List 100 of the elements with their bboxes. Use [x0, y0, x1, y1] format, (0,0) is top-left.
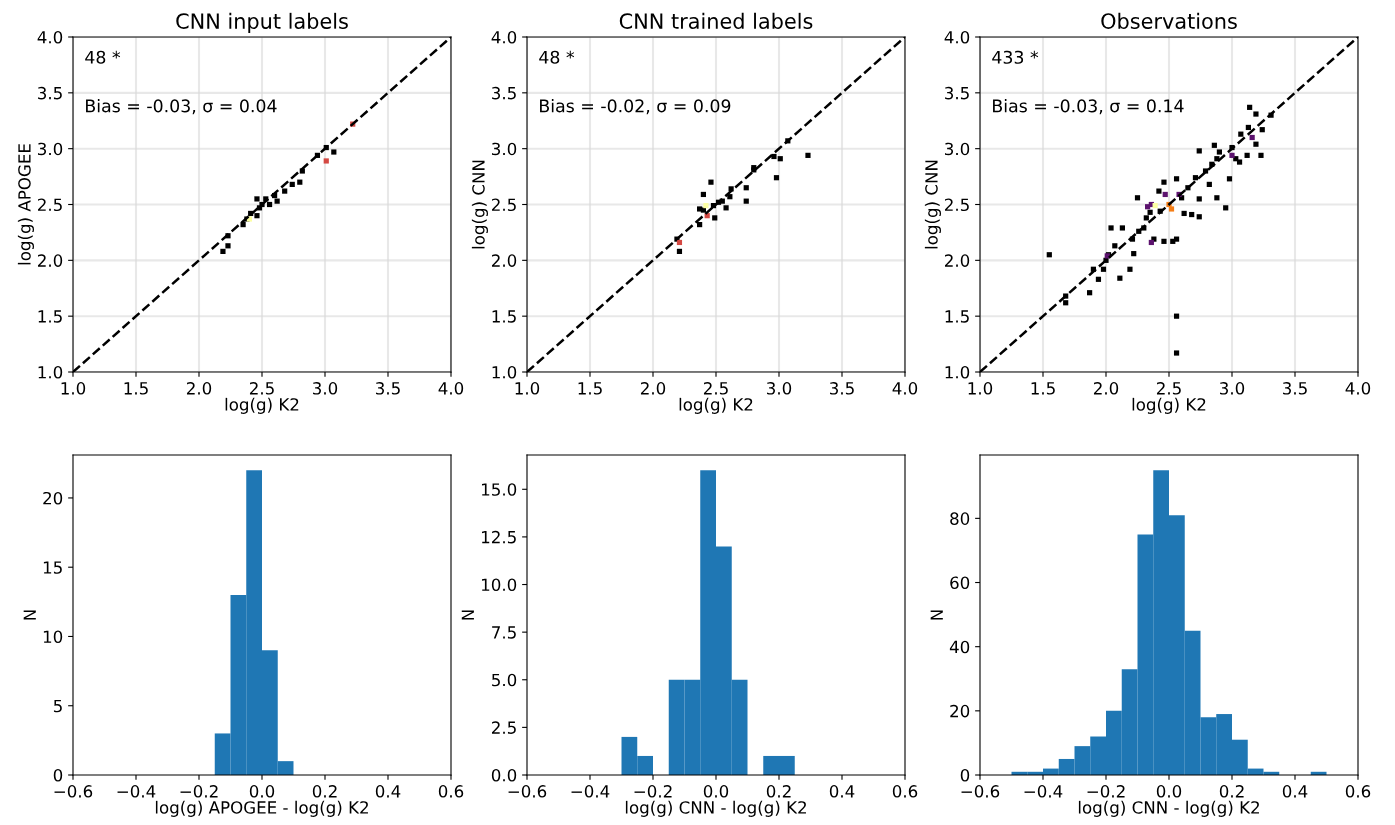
x-tick-label: 4.0: [1345, 382, 1371, 395]
x-tick-label: 2.5: [703, 382, 728, 395]
point: [299, 168, 305, 174]
x-tick-label: −0.2: [1087, 785, 1125, 798]
point: [805, 152, 811, 158]
x-tick-label: 0.6: [892, 785, 918, 798]
annotation: 433 *: [992, 50, 1039, 64]
y-tick-label: 60: [950, 576, 970, 590]
x-tick-label: 0.4: [829, 785, 855, 798]
y-axis-title: N: [930, 610, 943, 620]
x-tick-label: 1.5: [578, 382, 602, 395]
x-tick-label: 2.5: [249, 382, 274, 395]
x-tick-label: 0.0: [703, 785, 729, 798]
point: [743, 185, 749, 191]
y-tick-label: 40: [949, 640, 970, 654]
x-tick-label: 3.0: [313, 382, 338, 395]
chart-title: CNN input labels: [176, 12, 348, 33]
x-tick-label: 2.5: [1156, 382, 1181, 395]
point: [777, 156, 783, 162]
x-axis-title: log(g) APOGEE - log(g) K2: [155, 800, 368, 817]
x-tick-label: 4.0: [438, 382, 464, 395]
annotation: 48 *: [85, 50, 121, 64]
y-tick-label: 2.0: [944, 254, 970, 267]
x-tick-label: −0.4: [117, 785, 156, 798]
y-tick-label: 0: [960, 768, 970, 782]
x-axis-title: log(g) K2: [1132, 397, 1206, 414]
y-tick-label: 10: [43, 630, 63, 644]
point: [723, 205, 729, 211]
x-tick-label: 1.5: [124, 382, 148, 395]
x-tick-label: 2.0: [1093, 382, 1119, 395]
x-tick-label: 0.0: [1156, 785, 1182, 798]
point: [700, 191, 706, 198]
y-tick-label: 2.0: [37, 254, 63, 267]
y-tick-label: 20: [43, 491, 63, 505]
x-axis-title: log(g) CNN - log(g) K2: [625, 800, 806, 817]
y-tick-label: 12.5: [482, 530, 516, 544]
y-tick-label: 1.0: [492, 365, 517, 379]
point: [700, 207, 706, 213]
point: [703, 203, 709, 209]
y-tick-label: 15: [43, 561, 62, 574]
y-tick-label: 5.0: [492, 673, 517, 687]
x-tick-label: 0.2: [312, 785, 337, 798]
x-tick-label: 1.0: [61, 382, 86, 395]
y-tick-label: 3.0: [945, 142, 970, 156]
point: [266, 201, 273, 208]
y-tick-label: 20: [950, 704, 970, 718]
y-tick-label: 1.5: [945, 310, 969, 323]
x-axis-title: log(g) K2: [679, 397, 753, 414]
y-tick-label: 1.5: [38, 310, 62, 323]
point: [771, 153, 777, 160]
y-tick-label: 80: [950, 512, 970, 525]
x-tick-label: 3.5: [376, 382, 400, 395]
y-tick-label: 5: [53, 699, 62, 713]
x-tick-label: 3.0: [1220, 382, 1245, 395]
x-tick-label: −0.6: [54, 785, 93, 798]
x-tick-label: −0.6: [508, 785, 547, 798]
point: [297, 179, 303, 185]
x-tick-label: 3.5: [830, 382, 854, 395]
point: [225, 243, 231, 249]
annotation: Bias = -0.03, σ = 0.14: [993, 98, 1184, 115]
y-tick-label: 3.0: [492, 142, 517, 156]
x-tick-label: −0.2: [180, 785, 218, 798]
x-tick-label: 0.6: [438, 785, 464, 798]
x-tick-label: 1.0: [515, 382, 540, 395]
x-tick-label: −0.2: [634, 785, 672, 798]
x-tick-label: 0.0: [249, 785, 275, 798]
y-tick-label: 0: [53, 768, 63, 782]
y-tick-label: 2.5: [491, 721, 516, 734]
x-tick-label: −0.4: [571, 785, 610, 798]
y-tick-label: 3.5: [945, 86, 969, 100]
point: [254, 213, 260, 219]
y-axis-title: N: [23, 610, 36, 620]
y-tick-label: 3.5: [38, 86, 62, 100]
y-tick-label: 15.0: [482, 483, 517, 496]
x-tick-label: 3.0: [767, 382, 792, 395]
x-tick-label: 0.2: [766, 785, 791, 798]
y-axis-title: log(g) CNN: [471, 160, 488, 249]
x-tick-label: 0.4: [375, 785, 401, 798]
x-tick-label: 2.0: [640, 382, 666, 395]
x-tick-label: −0.6: [961, 785, 1000, 798]
x-tick-label: 0.2: [1219, 785, 1244, 798]
x-tick-label: 2.0: [186, 382, 212, 395]
x-axis-title: log(g) CNN - log(g) K2: [1078, 800, 1259, 817]
y-axis-title: N: [461, 610, 474, 620]
y-tick-label: 3.0: [38, 142, 63, 156]
point: [289, 181, 295, 187]
y-tick-label: 1.0: [38, 365, 63, 379]
point: [743, 198, 749, 204]
y-tick-label: 4.0: [944, 30, 970, 44]
x-tick-label: 0.6: [1345, 785, 1371, 798]
x-tick-label: 4.0: [892, 382, 918, 395]
point: [282, 188, 288, 194]
x-tick-label: 3.5: [1283, 382, 1307, 395]
x-tick-label: −0.4: [1024, 785, 1063, 798]
y-tick-label: 1.0: [945, 365, 970, 379]
x-tick-label: 1.0: [968, 382, 993, 395]
point: [274, 198, 280, 204]
y-axis-title: log(g) APOGEE: [17, 144, 34, 265]
point: [323, 158, 329, 164]
x-axis-title: log(g) K2: [225, 397, 299, 414]
